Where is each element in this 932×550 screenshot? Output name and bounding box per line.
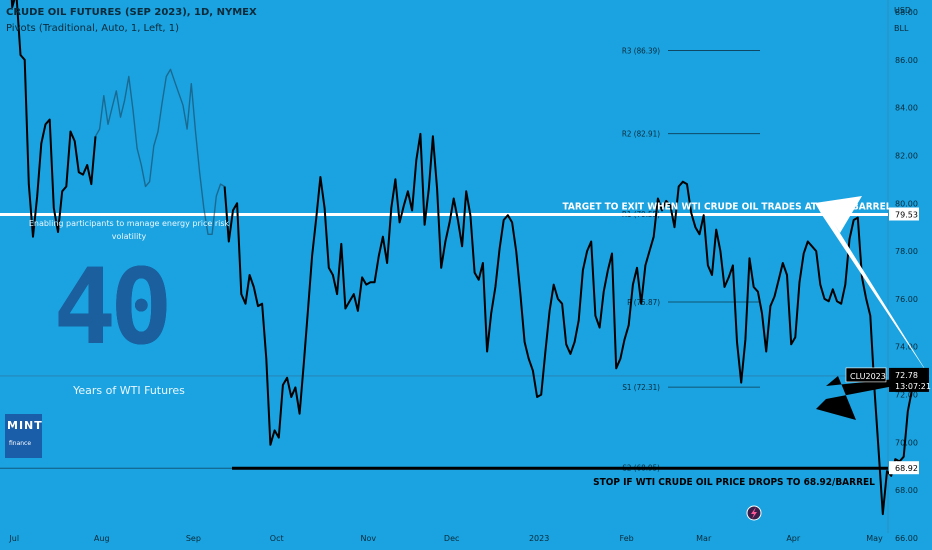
y-tick-label: 74.00 xyxy=(895,343,918,352)
current-price-label: 72.78 xyxy=(895,371,918,380)
chart-title: CRUDE OIL FUTURES (SEP 2023), 1D, NYMEX xyxy=(6,7,257,18)
stop-annotation: STOP IF WTI CRUDE OIL PRICE DROPS TO 68.… xyxy=(593,477,875,488)
lightning-icon xyxy=(751,507,757,519)
x-tick-label: 2023 xyxy=(529,534,549,543)
symbol-label: CLU2023 xyxy=(850,372,886,381)
current-price-box xyxy=(889,367,929,392)
mint-finance-logo: MINT finance xyxy=(5,414,42,458)
price-line-early xyxy=(10,0,97,238)
x-tick-label: Feb xyxy=(620,534,634,543)
y-tick-label: 68.00 xyxy=(895,486,918,495)
pivot-label: R3 (86.39) xyxy=(622,46,660,55)
x-tick-label: Jul xyxy=(8,534,19,543)
pivot-label: P (75.87) xyxy=(627,298,660,307)
stop-price-label: 68.92 xyxy=(895,464,918,473)
x-tick-label: Apr xyxy=(786,534,801,543)
y-tick-label: 72.00 xyxy=(895,391,918,400)
x-tick-label: Aug xyxy=(94,534,110,543)
down-arrow xyxy=(816,375,925,420)
logo-name: MINT xyxy=(7,419,43,432)
axis-currency: USD xyxy=(894,6,912,15)
promo-caption: Years of WTI Futures xyxy=(73,384,185,397)
y-tick-label: 84.00 xyxy=(895,104,918,113)
x-tick-label: May xyxy=(866,534,883,543)
symbol-box xyxy=(845,367,887,383)
target-price-label: 79.53 xyxy=(895,211,918,220)
y-tick-label: 86.00 xyxy=(895,56,918,65)
y-tick-label: 82.00 xyxy=(895,151,918,160)
y-tick-label: 78.00 xyxy=(895,247,918,256)
x-tick-label: Sep xyxy=(186,534,201,543)
price-line-faded xyxy=(94,68,225,236)
y-tick-label: 88.00 xyxy=(895,8,918,17)
promo-text: Enabling participants to manage energy p… xyxy=(28,219,230,241)
price-line xyxy=(223,132,926,516)
y-tick-label: 66.00 xyxy=(895,534,918,543)
x-tick-label: Nov xyxy=(361,534,377,543)
pivot-label: R2 (82.91) xyxy=(622,130,660,139)
y-tick-label: 70.00 xyxy=(895,438,918,447)
countdown-label: 13:07:21 xyxy=(895,382,931,391)
x-tick-label: Mar xyxy=(696,534,712,543)
y-tick-label: 76.00 xyxy=(895,295,918,304)
indicator-label[interactable]: Pivots (Traditional, Auto, 1, Left, 1) xyxy=(6,23,179,34)
promo-number: 40 xyxy=(53,246,172,368)
target-annotation: TARGET TO EXIT WHEN WTI CRUDE OIL TRADES… xyxy=(563,202,892,213)
x-tick-label: Dec xyxy=(444,534,459,543)
y-tick-label: 80.00 xyxy=(895,199,918,208)
axis-unit: BLL xyxy=(894,24,909,33)
up-arrow xyxy=(815,196,931,378)
stop-price-box xyxy=(889,461,919,475)
logo-sub: finance xyxy=(9,440,32,447)
pivot-label: S1 (72.31) xyxy=(622,383,660,392)
target-price-box xyxy=(889,207,919,221)
x-tick-label: Oct xyxy=(270,534,284,543)
